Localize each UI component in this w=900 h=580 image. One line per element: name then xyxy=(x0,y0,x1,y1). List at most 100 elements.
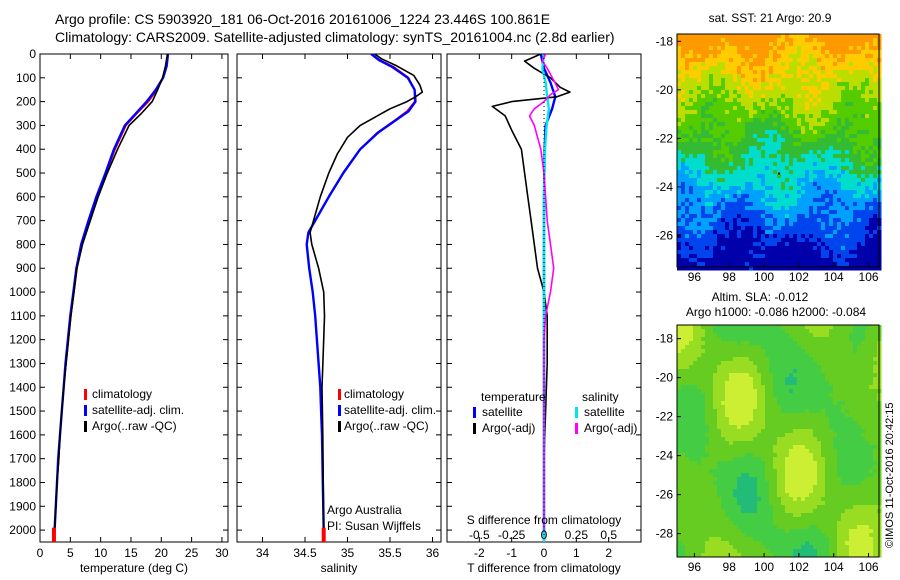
sst_map-cell xyxy=(749,42,754,47)
sst_map-cell xyxy=(737,54,742,59)
sst_map-cell xyxy=(713,90,718,95)
sst_map-cell xyxy=(741,130,746,135)
sla_map-cell xyxy=(713,325,718,330)
sst_map-cell xyxy=(873,66,878,71)
sst_map-cell xyxy=(745,238,750,243)
sla_map-cell xyxy=(865,429,870,434)
sst_map-cell xyxy=(753,106,758,111)
sst_map-cell xyxy=(681,194,686,199)
sst_map-cell xyxy=(737,58,742,63)
sst_map-cell xyxy=(697,166,702,171)
sst_map-cell xyxy=(733,74,738,79)
sst_map-cell xyxy=(861,98,866,103)
sst_map-cell xyxy=(681,174,686,179)
sst_map-cell xyxy=(757,70,762,75)
sst_map-cell xyxy=(857,162,862,167)
sla_map-cell xyxy=(857,381,862,386)
sla_map-cell xyxy=(745,397,750,402)
sla_map-cell xyxy=(713,445,718,450)
sst_map-cell xyxy=(841,246,846,251)
sla_map-cell xyxy=(845,417,850,422)
sla_map-cell xyxy=(769,449,774,454)
sst_map-cell xyxy=(825,182,830,187)
sst_map-cell xyxy=(857,170,862,175)
sst_map-cell xyxy=(809,118,814,123)
sst_map-cell xyxy=(873,238,878,243)
sla_map-cell xyxy=(841,437,846,442)
sst_map-cell xyxy=(713,82,718,87)
sst_map-cell xyxy=(789,114,794,119)
sst_map-cell xyxy=(845,150,850,155)
sst_map-cell xyxy=(777,174,782,179)
sla_map-cell xyxy=(757,397,762,402)
sst_map-cell xyxy=(785,226,790,231)
sst_map-cell xyxy=(685,178,690,183)
sst_map-cell xyxy=(729,54,734,59)
sla_map-cell xyxy=(741,445,746,450)
sst_map-cell xyxy=(685,246,690,251)
sla_map-cell xyxy=(817,409,822,414)
sla_map-cell xyxy=(777,429,782,434)
sst_map-cell xyxy=(733,190,738,195)
sla_map-cell xyxy=(721,369,726,374)
sst_map-cell xyxy=(845,242,850,247)
sst_map-cell xyxy=(681,126,686,131)
sla_map-cell xyxy=(853,405,858,410)
sst_map-cell xyxy=(773,34,778,39)
sst_map-cell xyxy=(681,186,686,191)
sst_map-cell xyxy=(729,38,734,43)
sst_map-cell xyxy=(705,166,710,171)
sla_map-cell xyxy=(685,441,690,446)
sst_map-cell xyxy=(853,70,858,75)
sst_map-cell xyxy=(685,90,690,95)
sst_map-cell xyxy=(785,210,790,215)
sst_map-cell xyxy=(857,114,862,119)
sst_map-cell xyxy=(733,250,738,255)
sst_map-cell xyxy=(677,98,682,103)
sst_map-cell xyxy=(677,82,682,87)
sst_map-cell xyxy=(701,94,706,99)
sla_map-cell xyxy=(813,405,818,410)
sst_map-cell xyxy=(717,222,722,227)
sst_map-cell xyxy=(777,186,782,191)
sst_map-cell xyxy=(809,110,814,115)
sst_map-cell xyxy=(809,70,814,75)
sla_map-cell xyxy=(861,361,866,366)
sst_map-cell xyxy=(821,134,826,139)
sst_map-cell xyxy=(853,90,858,95)
sst_map-cell xyxy=(753,246,758,251)
sla_map-cell xyxy=(845,381,850,386)
sst_map-cell xyxy=(789,174,794,179)
sst_map-cell xyxy=(841,106,846,111)
sst_map-cell xyxy=(789,54,794,59)
sst_map-cell xyxy=(837,134,842,139)
sst_map-cell xyxy=(833,258,838,263)
sla_map-cell xyxy=(789,433,794,438)
sst_map-cell xyxy=(729,158,734,163)
sla_map-cell xyxy=(857,333,862,338)
sst_map-cell xyxy=(873,266,878,271)
sla_map-cell xyxy=(785,345,790,350)
sst_map-cell xyxy=(701,74,706,79)
sla_map-cell xyxy=(685,413,690,418)
sla_map-cell xyxy=(737,397,742,402)
sla_map-cell xyxy=(717,397,722,402)
sst_map-cell xyxy=(777,226,782,231)
sst_map-cell xyxy=(789,190,794,195)
sst_map-cell xyxy=(749,126,754,131)
sst_map-cell xyxy=(737,214,742,219)
sst_map-cell xyxy=(721,50,726,55)
sst_map-cell xyxy=(741,182,746,187)
sst_map-cell xyxy=(689,214,694,219)
sst_map-cell xyxy=(849,54,854,59)
sla_map-cell xyxy=(677,325,682,330)
sst_map-cell xyxy=(865,46,870,51)
sst_map-cell xyxy=(769,254,774,259)
sla_map-cell xyxy=(869,405,874,410)
sla_map-cell xyxy=(801,445,806,450)
sla_map-cell xyxy=(845,345,850,350)
sla_map-cell xyxy=(861,453,866,458)
sla_map-cell xyxy=(809,385,814,390)
sst_map-cell xyxy=(729,70,734,75)
sst_map-cell xyxy=(817,194,822,199)
